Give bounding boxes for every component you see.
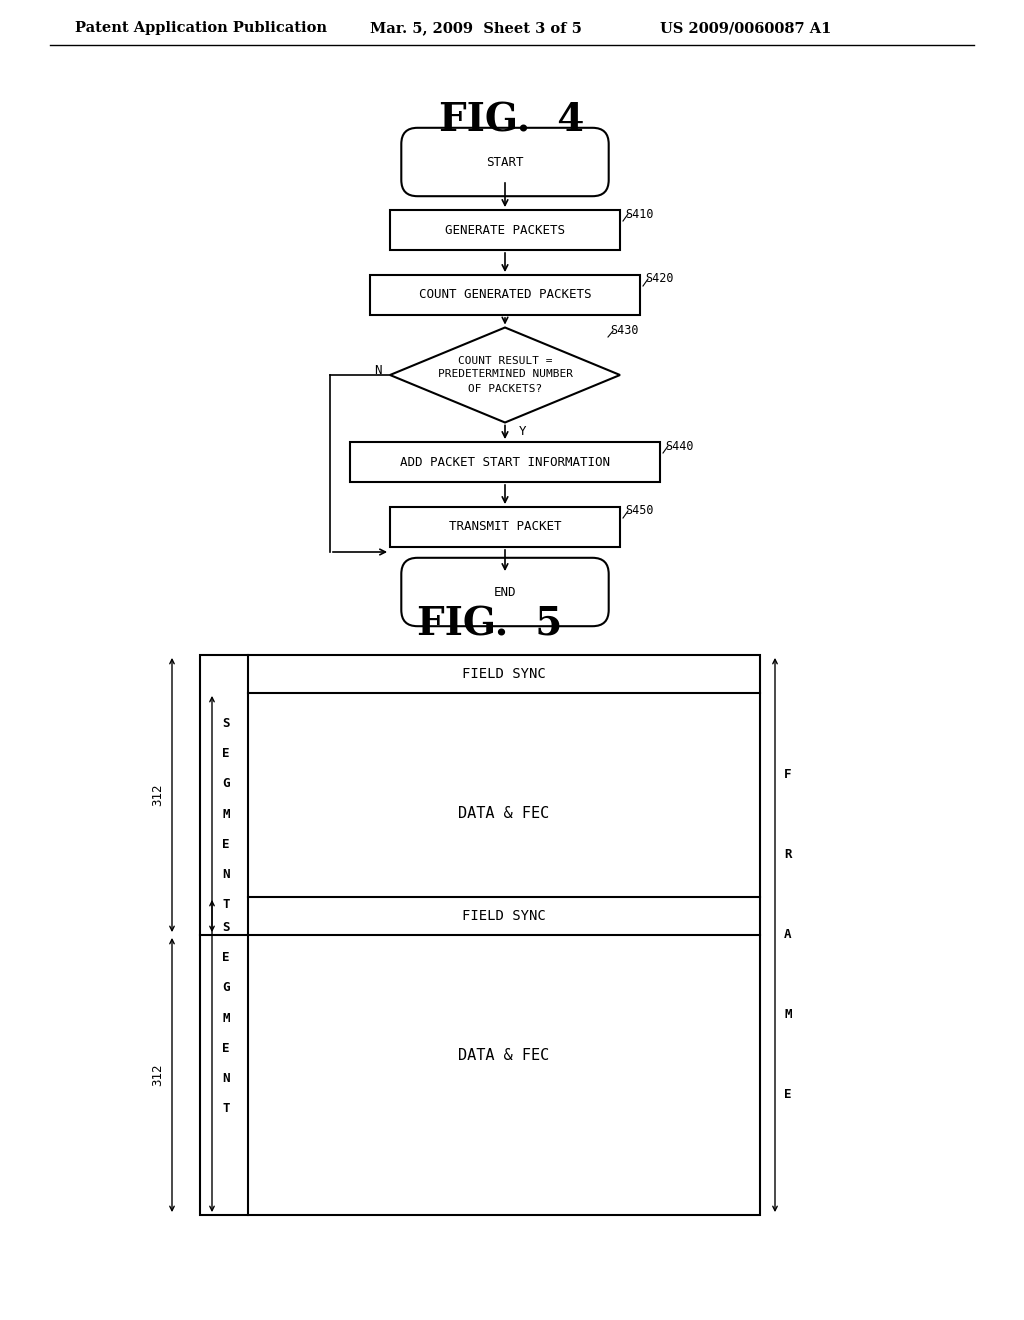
Text: M: M (222, 1011, 229, 1024)
Text: G: G (222, 981, 229, 994)
Text: TRANSMIT PACKET: TRANSMIT PACKET (449, 520, 561, 533)
Text: FIELD SYNC: FIELD SYNC (462, 909, 546, 923)
Bar (200, 655, 760, 1214)
Text: START: START (486, 156, 523, 169)
Text: 312: 312 (152, 784, 165, 807)
Polygon shape (390, 327, 620, 422)
Text: F: F (784, 768, 792, 781)
Bar (350, 442, 660, 482)
Text: DATA & FEC: DATA & FEC (459, 1048, 550, 1064)
Text: S: S (222, 717, 229, 730)
Text: END: END (494, 586, 516, 598)
FancyBboxPatch shape (401, 128, 608, 197)
Text: N: N (222, 869, 229, 880)
Text: US 2009/0060087 A1: US 2009/0060087 A1 (660, 21, 831, 36)
Text: E: E (222, 747, 229, 760)
Text: T: T (222, 898, 229, 911)
Text: E: E (222, 950, 229, 964)
Text: Patent Application Publication: Patent Application Publication (75, 21, 327, 36)
Text: FIG.  5: FIG. 5 (418, 606, 562, 644)
Text: M: M (784, 1008, 792, 1022)
Text: S: S (222, 921, 229, 933)
Text: COUNT RESULT =: COUNT RESULT = (458, 356, 552, 366)
Bar (390, 210, 620, 249)
Text: S430: S430 (610, 325, 639, 338)
Text: E: E (222, 1041, 229, 1055)
Text: PREDETERMINED NUMBER: PREDETERMINED NUMBER (437, 370, 572, 379)
Text: E: E (784, 1089, 792, 1101)
Text: Y: Y (519, 425, 526, 438)
Bar (370, 275, 640, 315)
Text: S450: S450 (625, 504, 653, 517)
Text: N: N (222, 1072, 229, 1085)
Text: 312: 312 (152, 1064, 165, 1086)
Text: OF PACKETS?: OF PACKETS? (468, 384, 542, 393)
Text: T: T (222, 1102, 229, 1115)
FancyBboxPatch shape (401, 558, 608, 626)
Text: E: E (222, 838, 229, 851)
Text: COUNT GENERATED PACKETS: COUNT GENERATED PACKETS (419, 289, 591, 301)
Text: DATA & FEC: DATA & FEC (459, 807, 550, 821)
Bar (390, 507, 620, 546)
Text: S410: S410 (625, 207, 653, 220)
Text: R: R (784, 849, 792, 862)
Text: FIG.  4: FIG. 4 (439, 102, 585, 139)
Text: G: G (222, 777, 229, 791)
Text: N: N (374, 363, 382, 376)
Text: A: A (784, 928, 792, 941)
Text: M: M (222, 808, 229, 821)
Text: FIELD SYNC: FIELD SYNC (462, 667, 546, 681)
Text: S420: S420 (645, 272, 674, 285)
Text: ADD PACKET START INFORMATION: ADD PACKET START INFORMATION (400, 455, 610, 469)
Text: S440: S440 (665, 440, 693, 453)
Text: Mar. 5, 2009  Sheet 3 of 5: Mar. 5, 2009 Sheet 3 of 5 (370, 21, 582, 36)
Text: GENERATE PACKETS: GENERATE PACKETS (445, 223, 565, 236)
